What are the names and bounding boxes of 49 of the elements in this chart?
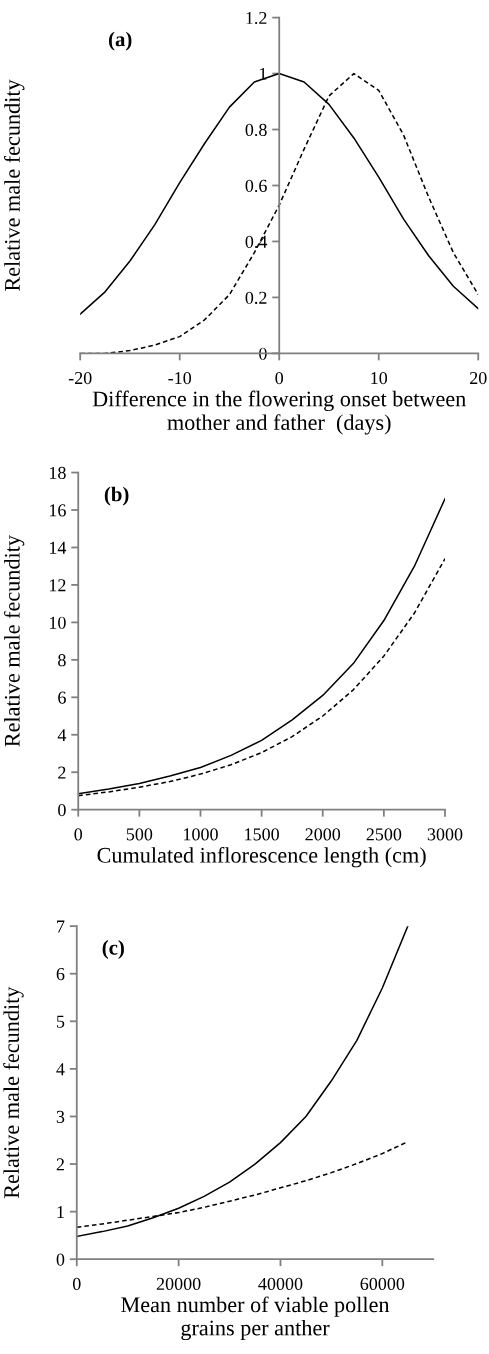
x-tick-label: -20: [68, 371, 92, 385]
y-tick-label: 5: [56, 1015, 65, 1028]
y-axis-title: Relative male fecundity: [3, 986, 24, 1199]
x-axis-title: Cumulated inflorescence length (cm): [97, 846, 426, 868]
y-tick-label: 14: [49, 541, 67, 554]
y-tick-label: 2: [58, 766, 66, 779]
y-tick-label: 0.4: [245, 235, 268, 248]
x-tick-label: 10: [371, 371, 388, 385]
y-tick-label: 6: [56, 968, 65, 981]
y-tick-label: 18: [49, 466, 66, 479]
x-tick-label: 2000: [305, 828, 341, 841]
x-tick-label: 0: [72, 1277, 81, 1290]
y-tick-label: 0.2: [245, 291, 267, 304]
x-tick-label: 1000: [184, 828, 218, 841]
x-tick-label: 20000: [156, 1277, 201, 1290]
y-tick-label: 0: [56, 1253, 65, 1266]
y-tick-label: 4: [56, 1063, 65, 1076]
y-tick-label: 10: [49, 616, 66, 629]
y-tick-label: 8: [58, 654, 66, 667]
x-tick-label: 3000: [427, 828, 463, 841]
x-tick-label: -10: [168, 371, 192, 385]
y-tick-label: 0.6: [245, 179, 267, 193]
y-tick-label: 0.8: [245, 123, 267, 137]
y-axis-title: Relative male fecundity: [4, 79, 25, 291]
x-axis-title: Mean number of viable pollen grains per anther: [121, 1296, 390, 1341]
y-tick-label: 2: [56, 1158, 64, 1171]
y-tick-label: 6: [58, 691, 66, 704]
x-tick-label: 1500: [245, 828, 279, 841]
y-tick-label: 3: [56, 1110, 65, 1123]
y-tick-label: 7: [57, 920, 65, 933]
x-tick-label: 0: [275, 371, 284, 385]
x-axis-title: Difference in the flowering onset between mother and father (days): [92, 390, 466, 435]
annotation: (a): [108, 31, 132, 51]
y-tick-label: 1: [57, 1205, 64, 1218]
x-tick-label: 20: [470, 371, 487, 385]
y-tick-label: 1.2: [246, 11, 267, 25]
annotation: (b): [104, 486, 129, 506]
y-axis-title: Relative male fecundity: [3, 535, 25, 747]
x-tick-label: 2500: [366, 828, 402, 841]
y-tick-label: 4: [57, 729, 67, 742]
y-tick-label: 0: [58, 803, 66, 817]
annotation: (c): [102, 940, 124, 959]
y-tick-label: 16: [49, 504, 66, 517]
y-tick-label: 12: [49, 579, 66, 592]
x-tick-label: 500: [126, 828, 153, 841]
line-series: [76, 926, 409, 1238]
x-tick-label: 40000: [258, 1277, 303, 1290]
x-tick-label: 0: [74, 828, 83, 841]
x-tick-label: 60000: [360, 1277, 405, 1290]
